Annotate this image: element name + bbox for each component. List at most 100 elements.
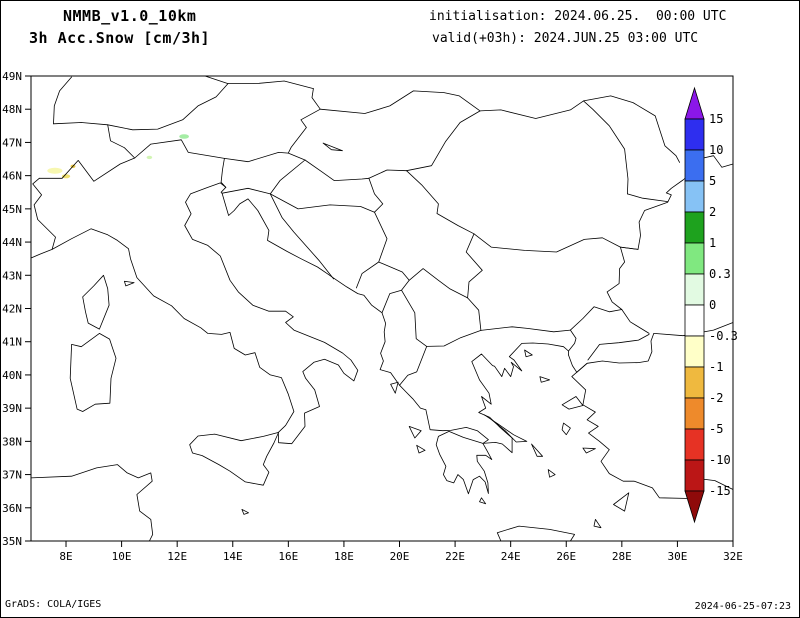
colorbar-segment [684, 304, 705, 337]
colorbar-segment [684, 242, 705, 275]
lon-tick-label: 12E [167, 550, 187, 563]
border-at-cz [227, 80, 314, 89]
border-hu-ro [406, 110, 481, 172]
border-ro-ua [479, 100, 584, 119]
colorbar-label: -5 [709, 422, 723, 436]
colorbar-label: 5 [709, 174, 716, 188]
colorbar-label: 1 [709, 236, 716, 250]
colorbar-label: 0.3 [709, 267, 731, 281]
colorbar-label: 15 [709, 112, 723, 126]
border-bg-tr [570, 306, 623, 331]
lat-tick-label: 41N [2, 336, 22, 349]
border-rs-bg [465, 233, 483, 299]
coastline-italy [30, 182, 359, 445]
colorbar-label: 10 [709, 143, 723, 157]
map-frame [30, 75, 734, 542]
lat-tick-label: 37N [2, 469, 22, 482]
coastline-thasos [524, 349, 533, 358]
border-mk-bg [467, 297, 482, 331]
coastline-samos [582, 447, 596, 454]
lat-tick-label: 36N [2, 502, 22, 515]
border-al-gr [399, 345, 428, 386]
border-ro-ua-danube [627, 193, 669, 203]
border-de-at [107, 83, 229, 131]
lat-tick-label: 43N [2, 269, 22, 282]
lon-tick-label: 20E [390, 550, 410, 563]
border-ch-at [107, 124, 136, 159]
border-hr-ba-north [269, 193, 375, 213]
coastline-sicily [189, 431, 280, 486]
coastline-tunisia [30, 464, 154, 542]
lon-tick-label: 24E [501, 550, 521, 563]
lat-tick-label: 38N [2, 435, 22, 448]
coastline-rhodes [613, 492, 630, 512]
coastline-karpathos [593, 519, 602, 529]
coastline-crete [496, 525, 575, 542]
border-at-sk-hu [287, 88, 321, 154]
lat-tick-label: 35N [2, 535, 22, 548]
snow-shading-patch [179, 134, 190, 139]
coastline-lake-balaton [322, 142, 343, 152]
colorbar-bottom-arrow [684, 490, 705, 524]
init-time: initialisation: 2024.06.25. 00:00 UTC [429, 9, 727, 24]
grads-credit: GrADS: COLA/IGES [5, 599, 102, 610]
coastline-kythira [479, 497, 487, 505]
colorbar-segment [684, 118, 705, 151]
coastline-andros [531, 443, 543, 457]
border-de-cz [204, 75, 229, 84]
border-ba-rs-me [355, 211, 388, 289]
coastline-corsica [82, 274, 110, 330]
coastline-euboea [483, 414, 528, 443]
border-me-rs-ks-mk [378, 261, 469, 299]
colorbar-segment [684, 211, 705, 244]
coastline-naxos [547, 469, 556, 478]
colorbar-segment [684, 397, 705, 430]
colorbar-label: -10 [709, 453, 731, 467]
lat-tick-label: 45N [2, 203, 22, 216]
lat-tick-label: 46N [2, 170, 22, 183]
colorbar-label: -2 [709, 391, 723, 405]
coastline-zakynthos [416, 444, 426, 454]
colorbar-label: 0 [709, 298, 716, 312]
lat-tick-label: 47N [2, 136, 22, 149]
lat-tick-label: 39N [2, 402, 22, 415]
snow-shading-patch [61, 174, 71, 179]
lon-tick-label: 30E [667, 550, 687, 563]
lon-tick-label: 22E [445, 550, 465, 563]
lon-tick-label: 8E [59, 550, 72, 563]
coastline-marmara-south [568, 332, 655, 373]
coastline-peloponnese [435, 430, 493, 495]
coastline-marmara-north [587, 333, 650, 361]
border-fr-de [53, 76, 72, 125]
border-si-hr [221, 159, 306, 195]
lat-tick-label: 49N [2, 70, 22, 83]
border-gr-bg [480, 326, 571, 333]
border-it-si [220, 157, 227, 188]
border-ro-rs [406, 170, 475, 235]
coastline-dalmatia-albania-epirus [220, 186, 400, 386]
border-it-ch [38, 157, 136, 182]
border-md-ua [583, 95, 680, 163]
border-ro-bg-danube [473, 233, 639, 253]
border-si-at [223, 151, 289, 163]
border-hu-rs [368, 169, 407, 179]
lat-tick-label: 48N [2, 103, 22, 116]
colorbar-top-arrow [684, 86, 705, 120]
colorbar-label: 2 [709, 205, 716, 219]
border-hu-hr [304, 159, 370, 182]
border-hu-sk-ua [319, 90, 481, 114]
colorbar-segment [684, 180, 705, 213]
coastline-limnos [539, 376, 550, 383]
lon-tick-label: 26E [556, 550, 576, 563]
coastline-greece-mainland [399, 342, 569, 454]
lon-tick-label: 18E [334, 550, 354, 563]
border-hr-ba-west [269, 193, 335, 280]
colorbar-label: -0.3 [709, 329, 738, 343]
coastline-corfu [390, 381, 399, 394]
border-gr-tr [568, 329, 577, 352]
border-fr-it [32, 177, 56, 250]
lat-tick-label: 44N [2, 236, 22, 249]
border-mk-gr [426, 329, 482, 347]
border-me-al [381, 279, 410, 314]
